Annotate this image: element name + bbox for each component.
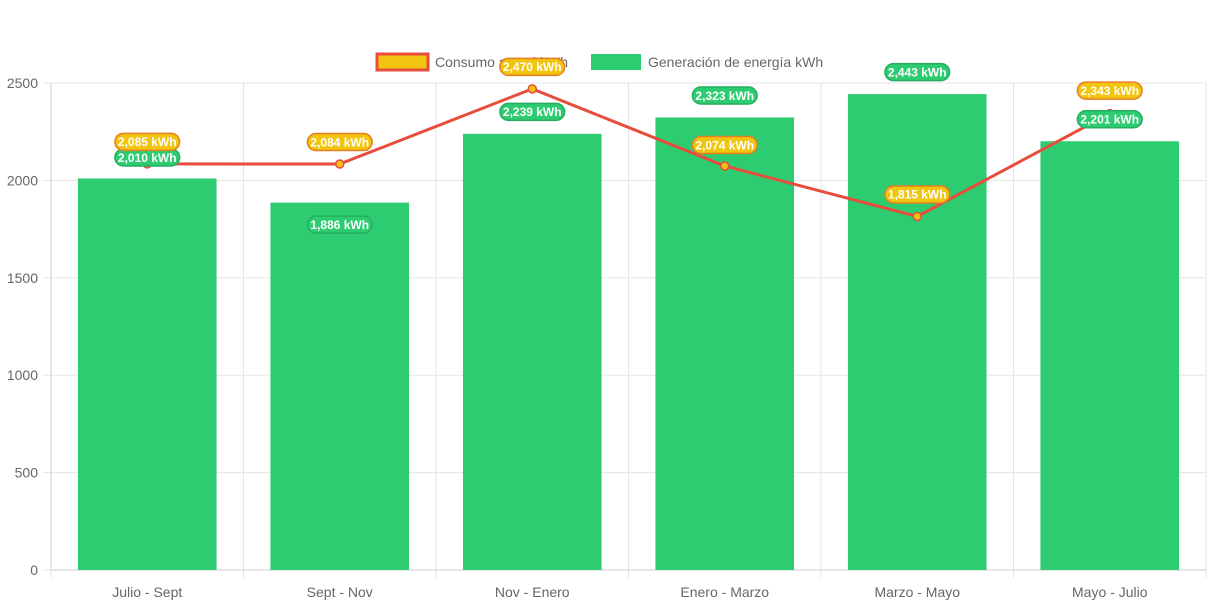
generation-value-label: 2,239 kWh (503, 105, 562, 119)
bars (77, 94, 1180, 571)
axes: 0 500 1000 1500 2000 2500 Julio - Sept Sept - N… (7, 75, 1206, 600)
generation-value-label-group: 2,443 kWh (884, 62, 951, 82)
consumption-value-label: 2,470 kWh (503, 60, 562, 74)
generation-bar[interactable] (655, 117, 795, 570)
x-tick-label: Enero - Marzo (680, 584, 769, 600)
consumption-point[interactable] (527, 84, 537, 94)
consumption-value-label: 1,815 kWh (888, 188, 947, 202)
generation-value-label-group: 2,239 kWh (499, 102, 566, 122)
y-tick-label: 0 (30, 562, 38, 578)
consumption-value-label-bg (884, 185, 951, 204)
data-labels: 2,010 kWh 1,886 kWh 2,239 kWh 2,323 kWh 2,44… (114, 57, 1143, 234)
consumption-value-label: 2,074 kWh (695, 138, 754, 152)
x-tick-label: Nov - Enero (495, 584, 570, 600)
consumption-value-label: 2,085 kWh (118, 135, 177, 149)
consumption-line-path (147, 87, 1111, 218)
consumption-point[interactable] (912, 211, 922, 222)
consumption-value-label-group: 2,074 kWh (691, 135, 758, 155)
y-tick-label: 1500 (7, 270, 38, 286)
generation-bar[interactable] (847, 94, 987, 570)
legend: Consumo actual kWhGeneración de energía … (375, 52, 823, 72)
generation-bar[interactable] (77, 178, 217, 570)
consumption-value-label-bg (499, 57, 566, 77)
consumption-value-label-bg (1076, 81, 1143, 100)
y-tick-label: 500 (15, 465, 39, 481)
generation-value-label: 2,323 kWh (695, 89, 754, 103)
generation-value-label-bg (499, 102, 566, 122)
consumption-point[interactable] (720, 161, 730, 171)
generation-value-label-group: 2,323 kWh (691, 86, 758, 105)
generation-value-label-group: 1,886 kWh (306, 215, 373, 234)
generation-value-label-bg (691, 86, 758, 105)
consumption-value-label-group: 2,084 kWh (306, 132, 373, 152)
generation-value-label: 1,886 kWh (310, 218, 369, 232)
generation-value-label-bg (884, 62, 951, 82)
consumption-value-label-group: 2,470 kWh (499, 57, 566, 77)
generation-value-label-bg (306, 215, 373, 234)
consumption-value-label-bg (691, 135, 758, 155)
generation-value-label: 2,010 kWh (118, 151, 177, 165)
x-tick-label: Sept - Nov (307, 584, 373, 600)
generation-value-label-group: 2,201 kWh (1076, 109, 1143, 129)
legend-swatch-consumption[interactable] (375, 52, 430, 72)
generation-bar[interactable] (462, 133, 602, 570)
consumption-value-label: 2,343 kWh (1080, 84, 1139, 98)
generation-value-label-bg (1076, 109, 1143, 129)
y-tick-label: 2000 (7, 172, 38, 188)
consumption-value-label: 2,084 kWh (310, 135, 369, 149)
y-tick-label: 1000 (7, 367, 38, 383)
consumption-value-label-bg (306, 132, 373, 152)
consumption-point[interactable] (335, 159, 345, 169)
x-tick-label: Mayo - Julio (1072, 584, 1148, 600)
consumption-value-label-group: 2,343 kWh (1076, 81, 1143, 100)
consumption-value-label-group: 1,815 kWh (884, 185, 951, 204)
x-tick-label: Marzo - Mayo (874, 584, 960, 600)
generation-bar[interactable] (1040, 141, 1180, 571)
y-tick-label: 2500 (7, 75, 38, 91)
grid-lines (43, 82, 1207, 578)
x-tick-label: Julio - Sept (112, 584, 182, 600)
legend-label-generation[interactable]: Generación de energía kWh (648, 54, 823, 70)
generation-value-label: 2,443 kWh (888, 65, 947, 79)
generation-value-label: 2,201 kWh (1080, 113, 1139, 127)
consumption-value-label-bg (114, 132, 181, 152)
consumption-value-label-group: 2,085 kWh (114, 132, 181, 152)
generation-value-label-group: 2,010 kWh (114, 148, 181, 167)
legend-swatch-generation[interactable] (591, 54, 641, 70)
generation-bar[interactable] (270, 202, 410, 571)
